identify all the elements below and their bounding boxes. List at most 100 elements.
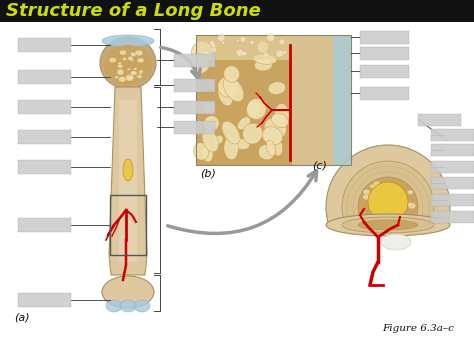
Ellipse shape	[381, 234, 411, 250]
Ellipse shape	[130, 59, 134, 61]
Ellipse shape	[233, 139, 250, 149]
Ellipse shape	[137, 76, 140, 78]
Circle shape	[218, 34, 225, 41]
Ellipse shape	[407, 220, 413, 225]
Circle shape	[202, 50, 210, 58]
Ellipse shape	[264, 118, 286, 139]
Ellipse shape	[382, 230, 387, 234]
FancyBboxPatch shape	[18, 293, 72, 307]
Ellipse shape	[267, 129, 279, 138]
Ellipse shape	[102, 35, 154, 47]
Ellipse shape	[266, 140, 275, 156]
FancyBboxPatch shape	[361, 47, 410, 60]
Ellipse shape	[191, 42, 213, 62]
FancyBboxPatch shape	[174, 78, 216, 92]
Ellipse shape	[119, 69, 123, 72]
Ellipse shape	[202, 144, 213, 162]
Circle shape	[342, 161, 434, 253]
FancyBboxPatch shape	[174, 54, 216, 66]
Ellipse shape	[203, 116, 219, 131]
FancyBboxPatch shape	[18, 130, 72, 144]
Ellipse shape	[224, 66, 239, 82]
Ellipse shape	[326, 214, 450, 236]
FancyBboxPatch shape	[18, 160, 72, 174]
FancyBboxPatch shape	[174, 120, 216, 133]
Ellipse shape	[387, 182, 392, 186]
Ellipse shape	[118, 77, 126, 82]
Ellipse shape	[237, 117, 250, 130]
Ellipse shape	[137, 58, 144, 63]
Ellipse shape	[408, 203, 416, 209]
Ellipse shape	[386, 223, 394, 229]
Ellipse shape	[222, 121, 240, 144]
Ellipse shape	[262, 127, 283, 145]
Ellipse shape	[122, 58, 127, 60]
Ellipse shape	[246, 99, 266, 119]
Ellipse shape	[126, 76, 133, 81]
Ellipse shape	[139, 70, 143, 73]
Circle shape	[250, 40, 254, 44]
Ellipse shape	[268, 82, 285, 94]
Ellipse shape	[115, 76, 118, 78]
Circle shape	[267, 34, 275, 42]
Ellipse shape	[130, 52, 134, 55]
Ellipse shape	[104, 45, 152, 85]
Ellipse shape	[255, 59, 273, 71]
Ellipse shape	[102, 276, 154, 308]
Circle shape	[237, 39, 240, 42]
Ellipse shape	[193, 143, 209, 160]
Ellipse shape	[258, 144, 275, 160]
Circle shape	[267, 36, 270, 39]
FancyBboxPatch shape	[431, 129, 474, 141]
Text: (a): (a)	[14, 313, 29, 323]
Bar	[321, 225, 455, 325]
Bar	[292, 35, 351, 165]
Ellipse shape	[399, 220, 402, 223]
Ellipse shape	[218, 85, 233, 106]
Ellipse shape	[257, 41, 268, 53]
FancyBboxPatch shape	[431, 194, 474, 206]
Circle shape	[211, 43, 216, 48]
Ellipse shape	[372, 219, 380, 225]
Ellipse shape	[363, 189, 370, 195]
FancyBboxPatch shape	[419, 114, 462, 126]
Ellipse shape	[365, 221, 373, 226]
Bar	[0, 0, 474, 22]
Text: (c): (c)	[312, 160, 327, 170]
Circle shape	[358, 177, 418, 237]
Circle shape	[279, 39, 285, 45]
Bar	[196, 35, 292, 165]
Text: (b): (b)	[200, 168, 216, 178]
Ellipse shape	[106, 300, 122, 312]
FancyBboxPatch shape	[361, 65, 410, 77]
Ellipse shape	[358, 220, 418, 230]
Ellipse shape	[342, 217, 434, 233]
Circle shape	[240, 37, 246, 42]
Ellipse shape	[202, 130, 219, 152]
Ellipse shape	[363, 194, 371, 200]
FancyBboxPatch shape	[18, 218, 72, 232]
Ellipse shape	[274, 103, 289, 127]
Ellipse shape	[404, 215, 409, 219]
Bar	[196, 35, 351, 165]
Ellipse shape	[253, 54, 277, 64]
Ellipse shape	[407, 202, 412, 206]
Ellipse shape	[100, 37, 156, 89]
Ellipse shape	[123, 159, 133, 181]
Circle shape	[326, 145, 450, 269]
Ellipse shape	[137, 75, 142, 79]
Circle shape	[243, 52, 247, 55]
Ellipse shape	[126, 74, 134, 80]
Ellipse shape	[109, 58, 116, 63]
Ellipse shape	[120, 300, 136, 312]
Ellipse shape	[246, 101, 260, 118]
Circle shape	[210, 40, 215, 45]
Ellipse shape	[370, 184, 375, 189]
Ellipse shape	[128, 68, 130, 70]
FancyBboxPatch shape	[431, 161, 474, 173]
Ellipse shape	[224, 137, 238, 160]
Ellipse shape	[218, 77, 237, 97]
Bar	[333, 35, 351, 165]
Ellipse shape	[273, 138, 283, 156]
Circle shape	[211, 47, 217, 52]
